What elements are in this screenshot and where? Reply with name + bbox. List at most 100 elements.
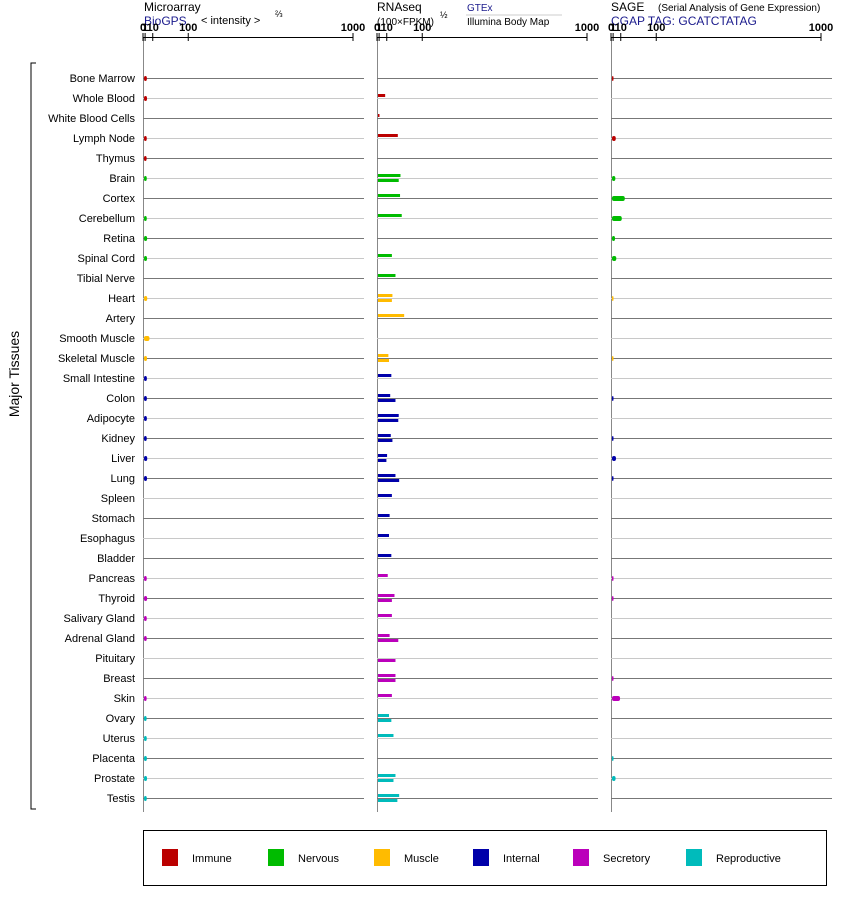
expression-bar	[144, 716, 147, 721]
axis-tick-label: 10	[381, 22, 393, 34]
cgap-tag-link[interactable]: CGAP TAG: GCATCTATAG	[611, 14, 757, 28]
expression-bar	[378, 114, 380, 117]
expression-bar	[378, 359, 390, 362]
legend-swatch-nervous	[268, 849, 284, 866]
expression-bar	[612, 136, 616, 141]
expression-bar	[378, 674, 396, 677]
expression-bar	[144, 336, 150, 341]
tissue-label: Small Intestine	[63, 373, 135, 385]
expression-bar	[378, 594, 395, 597]
expression-bar	[378, 554, 392, 557]
expression-bar	[378, 799, 398, 802]
tissue-label: Pancreas	[89, 573, 136, 585]
expression-bar	[378, 134, 398, 137]
y-group-label: Major Tissues	[6, 331, 22, 417]
axis-tick-label: 0	[608, 22, 614, 34]
expression-bar	[144, 256, 147, 261]
expression-bar	[612, 176, 616, 181]
tissue-label: Placenta	[92, 753, 136, 765]
expression-bar	[378, 419, 399, 422]
tissue-label: Retina	[103, 233, 136, 245]
expression-bar	[144, 76, 147, 81]
rnaseq-legend-illumina: Illumina Body Map	[467, 17, 550, 28]
expression-bar	[378, 179, 399, 182]
expression-bar	[378, 474, 396, 477]
expression-bar	[378, 634, 390, 637]
expression-bar	[378, 639, 399, 642]
panel-subtitle-cgap[interactable]: CGAP TAG: GCATCTATAG	[611, 14, 757, 28]
panel-axis-label-exponent: ⅔	[275, 9, 283, 19]
legend-box	[143, 830, 827, 886]
expression-bar	[144, 456, 148, 461]
expression-bar	[144, 756, 147, 761]
tissue-label: Thymus	[96, 153, 136, 165]
expression-bar	[144, 576, 147, 581]
expression-bar	[144, 376, 147, 381]
expression-bar	[144, 236, 148, 241]
legend-swatch-secretory	[573, 849, 589, 866]
rows-layer: Bone Marrow Whole Blood White Blood Cells L…	[48, 73, 832, 805]
rnaseq-legend-gtex[interactable]: GTEx	[467, 3, 493, 14]
expression-bar	[378, 774, 396, 777]
tissue-label: Smooth Muscle	[59, 333, 135, 345]
tissue-label: Esophagus	[80, 533, 136, 545]
tissue-label: Brain	[109, 173, 135, 185]
expression-bar	[378, 734, 394, 737]
expression-bar	[612, 436, 614, 441]
expression-bar	[144, 476, 147, 481]
legend-label-reproductive: Reproductive	[716, 853, 781, 865]
expression-bar	[144, 596, 148, 601]
panel-title-rnaseq: RNAseq	[377, 0, 422, 14]
bars-layer	[144, 76, 625, 802]
expression-bar	[612, 476, 614, 481]
expression-bar	[612, 776, 616, 781]
expression-bar	[378, 479, 400, 482]
expression-bar	[612, 756, 614, 761]
expression-bar	[612, 236, 615, 241]
gtex-link[interactable]: GTEx	[467, 3, 493, 14]
y-group-bracket	[30, 62, 36, 810]
expression-bar	[378, 299, 392, 302]
expression-bar	[378, 414, 399, 417]
expression-bar	[378, 679, 396, 682]
axis-tick-label: 1	[376, 22, 382, 34]
expression-bar	[378, 434, 391, 437]
tissue-label: Pituitary	[95, 653, 135, 665]
expression-bar	[144, 736, 147, 741]
tissue-label: Lymph Node	[73, 133, 135, 145]
tissue-label: Liver	[111, 453, 135, 465]
axis-tick-label: 100	[413, 22, 431, 34]
panel-title-sage: SAGE	[611, 0, 644, 14]
axis-tick-label: 1000	[809, 22, 833, 34]
biogps-link[interactable]: BioGPS	[144, 14, 187, 28]
panel-axis-label-intensity: < intensity >	[201, 15, 260, 27]
legend-swatch-internal	[473, 849, 489, 866]
tissue-label: Stomach	[92, 513, 135, 525]
expression-bar	[378, 399, 396, 402]
axis-tick-label: 10	[147, 22, 159, 34]
legend-label-secretory: Secretory	[603, 853, 651, 865]
expression-bar	[378, 574, 388, 577]
expression-bar	[378, 459, 387, 462]
axis-tick-label: 100	[647, 22, 665, 34]
expression-bar	[378, 779, 394, 782]
tissue-label: Skin	[114, 693, 135, 705]
tissue-label: Salivary Gland	[63, 613, 135, 625]
panel-subtitle-biogps[interactable]: BioGPS	[144, 14, 187, 28]
legend-swatch-reproductive	[686, 849, 702, 866]
tissue-label: Skeletal Muscle	[58, 353, 135, 365]
tissue-label: Uterus	[103, 733, 136, 745]
expression-bar	[378, 274, 396, 277]
tissue-label: Ovary	[106, 713, 136, 725]
axis-tick-label: 1000	[575, 22, 599, 34]
tissue-label: Adrenal Gland	[65, 633, 135, 645]
expression-bar	[144, 156, 147, 161]
expression-bar	[378, 354, 389, 357]
expression-bar	[144, 356, 147, 361]
expression-bar	[612, 196, 625, 201]
tissue-label: Breast	[103, 673, 135, 685]
legend-swatch-immune	[162, 849, 178, 866]
expression-bar	[612, 676, 614, 681]
legend-label-internal: Internal	[503, 853, 540, 865]
